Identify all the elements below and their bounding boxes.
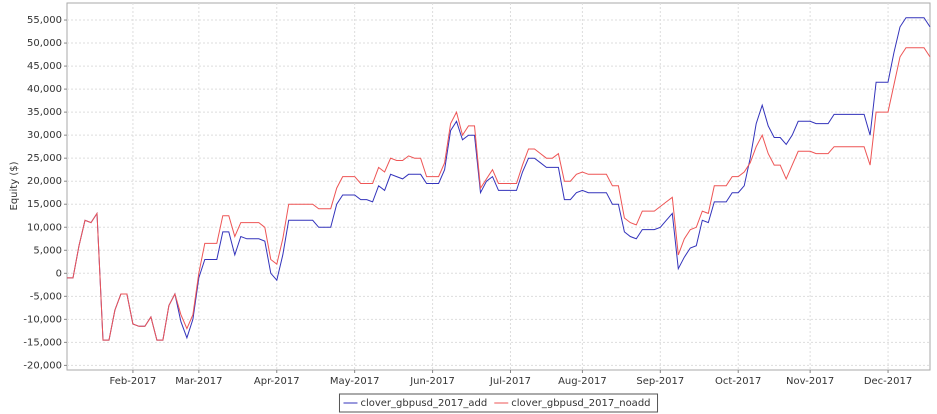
y-tick-label: 55,000 <box>27 15 62 26</box>
y-tick-label: 50,000 <box>27 38 62 49</box>
series-line <box>67 17 931 341</box>
y-tick-label: 40,000 <box>27 84 62 95</box>
y-tick-label: -20,000 <box>23 360 62 371</box>
x-tick-label: Dec-2017 <box>864 376 912 387</box>
y-tick-label: 10,000 <box>27 222 62 233</box>
y-tick-label: 25,000 <box>27 153 62 164</box>
x-tick-label: Oct-2017 <box>715 376 761 387</box>
y-tick-label: -15,000 <box>23 337 62 348</box>
y-tick-label: 45,000 <box>27 61 62 72</box>
y-tick-label: -10,000 <box>23 314 62 325</box>
y-tick-label: 5,000 <box>33 245 62 256</box>
x-tick-label: Aug-2017 <box>558 376 607 387</box>
y-tick-label: 0 <box>56 268 62 279</box>
y-tick-label: 15,000 <box>27 199 62 210</box>
legend-label: clover_gbpusd_2017_noadd <box>511 398 650 409</box>
y-tick-label: 20,000 <box>27 176 62 187</box>
x-tick-label: Mar-2017 <box>175 376 222 387</box>
y-axis-label: Equity ($) <box>9 161 20 210</box>
x-tick-label: Jul-2017 <box>489 376 531 387</box>
x-tick-label: May-2017 <box>330 376 380 387</box>
series-line <box>67 47 931 341</box>
x-tick-label: Jun-2017 <box>409 376 455 387</box>
y-tick-label: -5,000 <box>30 291 62 302</box>
y-tick-label: 30,000 <box>27 130 62 141</box>
legend-label: clover_gbpusd_2017_add <box>360 398 487 409</box>
plot-area <box>66 2 931 371</box>
x-tick-label: Apr-2017 <box>254 376 300 387</box>
x-tick-label: Nov-2017 <box>786 376 834 387</box>
x-tick-label: Feb-2017 <box>110 376 157 387</box>
legend: clover_gbpusd_2017_add clover_gbpusd_2017… <box>338 393 659 413</box>
x-tick-label: Sep-2017 <box>636 376 684 387</box>
y-tick-label: 35,000 <box>27 107 62 118</box>
